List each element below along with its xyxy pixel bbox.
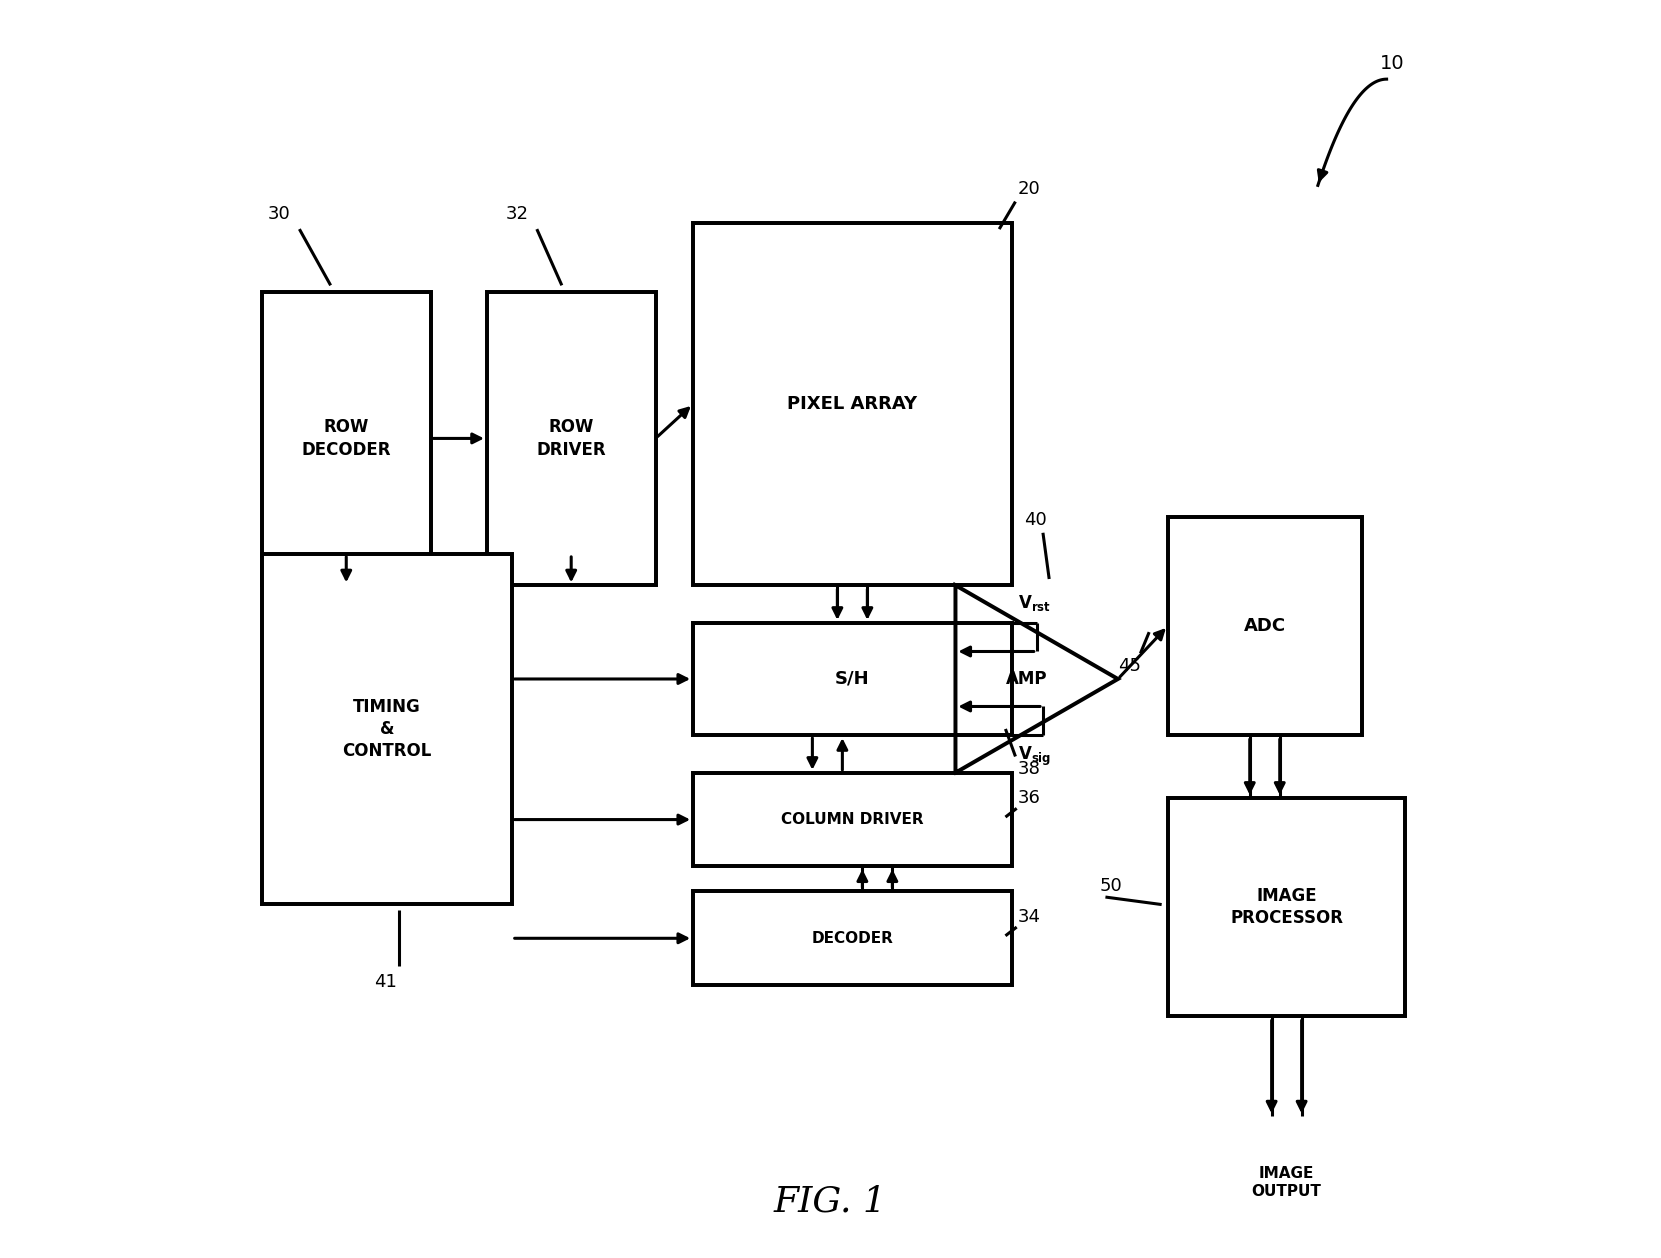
Text: $\mathbf{V_{sig}}$: $\mathbf{V_{sig}}$ [1018, 745, 1051, 769]
Text: 41: 41 [374, 972, 397, 990]
Text: COLUMN DRIVER: COLUMN DRIVER [781, 813, 924, 827]
Bar [693, 623, 1012, 735]
Text: FIG. 1: FIG. 1 [774, 1185, 887, 1219]
Bar [693, 892, 1012, 985]
Bar [693, 223, 1012, 585]
Bar [262, 554, 512, 905]
Text: 10: 10 [1380, 54, 1405, 73]
Text: ROW
DECODER: ROW DECODER [302, 419, 390, 458]
Text: AMP: AMP [1007, 671, 1048, 688]
Text: 20: 20 [1018, 180, 1041, 198]
Text: 40: 40 [1025, 511, 1046, 530]
Text: 30: 30 [267, 205, 291, 223]
Text: ADC: ADC [1244, 616, 1286, 635]
Bar [262, 292, 430, 585]
Text: TIMING
&
CONTROL: TIMING & CONTROL [342, 698, 432, 760]
Text: 32: 32 [505, 205, 528, 223]
Text: ROW
DRIVER: ROW DRIVER [537, 419, 606, 458]
Text: 38: 38 [1018, 760, 1041, 779]
Bar [1168, 517, 1362, 735]
Text: S/H: S/H [835, 671, 870, 688]
Bar [1168, 798, 1405, 1016]
Polygon shape [955, 585, 1118, 772]
Text: 45: 45 [1118, 657, 1141, 676]
Text: 36: 36 [1018, 789, 1041, 808]
Text: IMAGE
OUTPUT: IMAGE OUTPUT [1252, 1166, 1322, 1199]
Text: PIXEL ARRAY: PIXEL ARRAY [787, 395, 917, 413]
Text: 34: 34 [1018, 908, 1041, 926]
Bar [487, 292, 656, 585]
Text: DECODER: DECODER [812, 931, 894, 946]
Text: $\mathbf{V_{rst}}$: $\mathbf{V_{rst}}$ [1018, 593, 1051, 613]
Bar [693, 772, 1012, 867]
Text: IMAGE
PROCESSOR: IMAGE PROCESSOR [1231, 887, 1344, 927]
Text: 50: 50 [1100, 877, 1121, 894]
